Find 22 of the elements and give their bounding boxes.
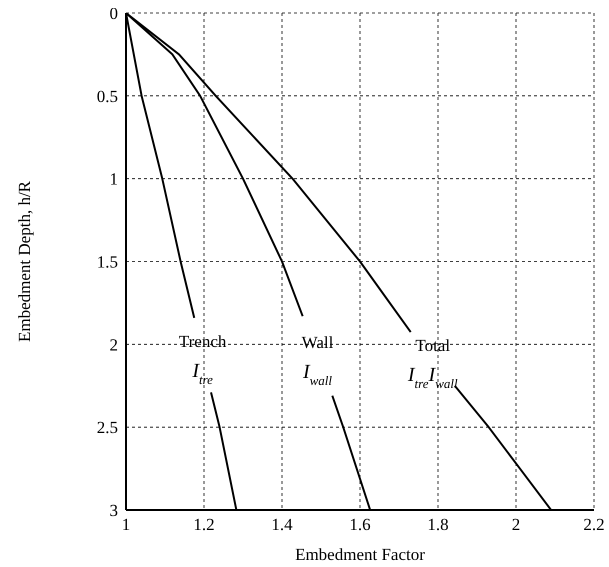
y-tick-label: 2 [110, 335, 118, 354]
y-tick-label: 0 [110, 4, 118, 24]
series-label: Total [415, 336, 450, 355]
y-axis-title: Embedment Depth, h/R [15, 180, 34, 342]
annotation: I$_{tre}$I$_{wall}$ [406, 364, 458, 391]
x-tick-label: 1.4 [271, 515, 294, 534]
x-tick-label: 1.6 [349, 515, 371, 534]
x-axis-title: Embedment Factor [295, 545, 426, 564]
y-tick-label: 0.5 [96, 86, 118, 106]
x-tick-label: 1.8 [427, 515, 449, 534]
x-tick-label: 1.2 [193, 515, 215, 534]
series-label: Trench [178, 332, 227, 352]
y-tick-label: 1.5 [96, 252, 118, 272]
x-tick-label: 1 [122, 515, 130, 534]
annotation: I$_{wall}$ [302, 360, 332, 388]
series-label: Wall [302, 332, 334, 352]
y-tick-label: 2.5 [96, 418, 118, 438]
x-tick-label: 2 [512, 515, 520, 534]
annotation: I$_{tre}$ [191, 360, 214, 388]
y-tick-label: 3 [110, 501, 118, 520]
x-tick-label: 2.2 [583, 515, 605, 534]
y-tick-label: 1 [110, 170, 118, 189]
